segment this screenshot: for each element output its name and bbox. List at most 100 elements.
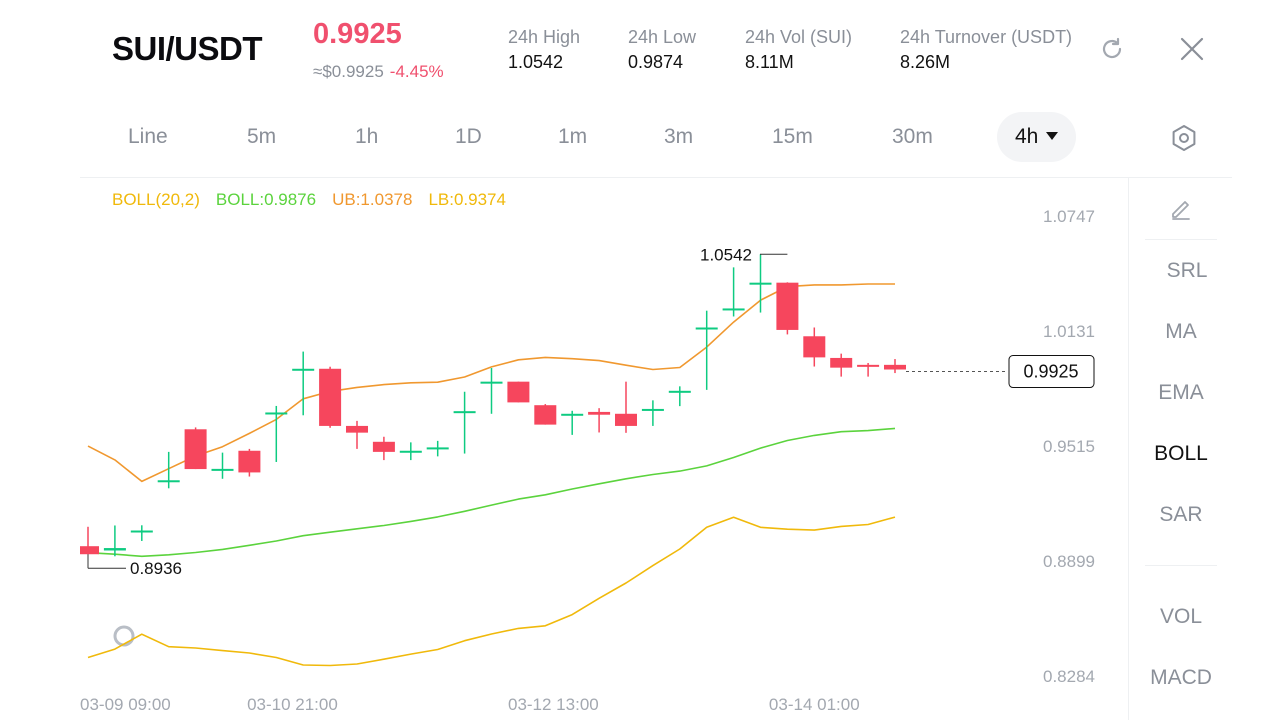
boll-middle-band-line [87,427,896,558]
candle-body [157,480,180,483]
last-price: 0.9925 [313,18,402,50]
candle-body [534,405,557,425]
candle-body [641,408,664,411]
candle-body [346,425,368,433]
legend-boll-ub: UB:1.0378 [332,190,413,209]
candle-body [588,411,611,415]
candle-body [615,413,637,426]
legend-boll-lb: LB:0.9374 [428,190,506,209]
sidebar-divider [1145,239,1217,240]
sidebar-divider [1145,565,1217,566]
candle-body [668,390,691,393]
legend-indicator-name: BOLL(20,2) [112,190,200,209]
market-header: SUI/USDT 0.9925 ≈$0.9925 -4.45% 24h High … [0,0,1280,100]
candle-body [857,364,880,367]
chart-settings-button[interactable] [1166,120,1202,156]
timeframe-tabs: Line 5m 1h 1D 1m 3m 15m 30m 4h [0,112,1280,162]
candle-body [292,368,315,371]
last-price-axis-label: 0.9925 [1023,362,1078,382]
stat-24h-high: 24h High 1.0542 [508,27,580,73]
tab-line[interactable]: Line [128,125,168,148]
draw-tool-button[interactable] [1167,194,1195,222]
stat-label: 24h High [508,27,581,47]
candle-body [80,546,99,555]
candle-body [238,450,261,473]
refresh-button[interactable] [1096,33,1128,65]
candle-body [830,357,853,368]
tab-4h-label: 4h [1015,125,1039,148]
candle-body [130,530,153,533]
indicator-boll[interactable]: BOLL [1154,442,1208,465]
fiat-price-row: ≈$0.9925 -4.45% [313,62,444,82]
candle-body [372,441,395,452]
watermark-logo-ring [113,625,135,647]
candle-body [184,429,207,470]
candle-body [749,282,772,285]
last-price-box [1008,355,1095,389]
tab-1m[interactable]: 1m [558,125,588,148]
x-axis-tick-label: 03-14 01:00 [769,695,860,714]
indicator-ma[interactable]: MA [1165,320,1197,343]
indicator-ema[interactable]: EMA [1158,381,1204,404]
candle-body [265,412,288,415]
indicator-sidebar: SRL MA EMA BOLL SAR VOL MACD [1128,178,1232,720]
y-axis-tick-label: 0.8899 [1043,552,1095,571]
low-price-label: 0.8936 [130,559,182,578]
candle-body [507,381,530,403]
tab-3m[interactable]: 3m [664,125,694,148]
candle-body [561,413,584,416]
close-button[interactable] [1176,33,1208,65]
chevron-down-icon [1046,132,1059,140]
indicator-srl[interactable]: SRL [1166,259,1208,282]
legend-boll-mid: BOLL:0.9876 [215,190,317,209]
stat-label: 24h Turnover (USDT) [900,27,1073,47]
boll-legend: BOLL(20,2) BOLL:0.9876 UB:1.0378 LB:0.9374 [112,190,522,210]
x-axis-tick-label: 03-12 13:00 [508,695,599,714]
candle-body [480,381,503,384]
tab-1h[interactable]: 1h [355,125,379,148]
refresh-icon [1102,37,1122,59]
tab-15m[interactable]: 15m [772,125,813,148]
indicator-vol[interactable]: VOL [1159,605,1203,628]
candle-body [803,336,826,358]
tab-4h[interactable]: 4h [997,112,1077,162]
price-change-percent: -4.45% [389,62,444,81]
watermark-logo-icon [113,625,135,647]
candle-body [426,447,449,450]
y-axis-tick-label: 1.0131 [1043,322,1095,341]
y-axis-tick-label: 0.9515 [1043,437,1095,456]
tab-30m[interactable]: 30m [892,125,933,148]
indicator-sar[interactable]: SAR [1159,503,1203,526]
candle-body [453,411,476,414]
pencil-icon [1172,201,1190,220]
stat-24h-turnover: 24h Turnover (USDT) 8.26M [900,27,1084,73]
candle-body [319,368,342,426]
stat-value: 8.11M [745,52,794,72]
stat-value: 0.9874 [628,52,684,72]
y-axis-tick-label: 1.0747 [1043,207,1095,226]
x-axis-tick-label: 03-10 21:00 [247,695,338,714]
hexagon-settings-icon [1172,125,1196,151]
stat-label: 24h Vol (SUI) [745,27,853,47]
stat-value: 8.26M [900,52,951,72]
candlestick-chart-svg[interactable]: 1.0747 1.0131 0.9515 0.8899 0.8284 03-09 09:0… [80,178,1128,720]
candle-body [776,282,799,330]
stat-value: 1.0542 [508,52,564,72]
tab-1d[interactable]: 1D [455,125,482,148]
tab-5m[interactable]: 5m [247,125,277,148]
candle-body [211,468,234,471]
x-axis-tick-label: 03-09 09:00 [80,695,171,714]
y-axis-tick-label: 0.8284 [1043,667,1095,686]
stat-24h-vol: 24h Vol (SUI) 8.11M [745,27,852,73]
tabs-divider [80,177,1232,178]
candle-body [399,450,422,453]
close-icon [1180,37,1204,61]
price-chart[interactable]: 1.0747 1.0131 0.9515 0.8899 0.8284 03-09 09:0… [80,178,1128,720]
trading-pair-title: SUI/USDT [112,30,263,67]
indicator-macd[interactable]: MACD [1150,666,1212,689]
high-price-label: 1.0542 [700,245,752,264]
stat-label: 24h Low [628,27,697,47]
approx-usd-price: ≈$0.9925 [313,62,384,81]
candle-body [695,327,718,330]
stat-24h-low: 24h Low 0.9874 [628,27,696,73]
